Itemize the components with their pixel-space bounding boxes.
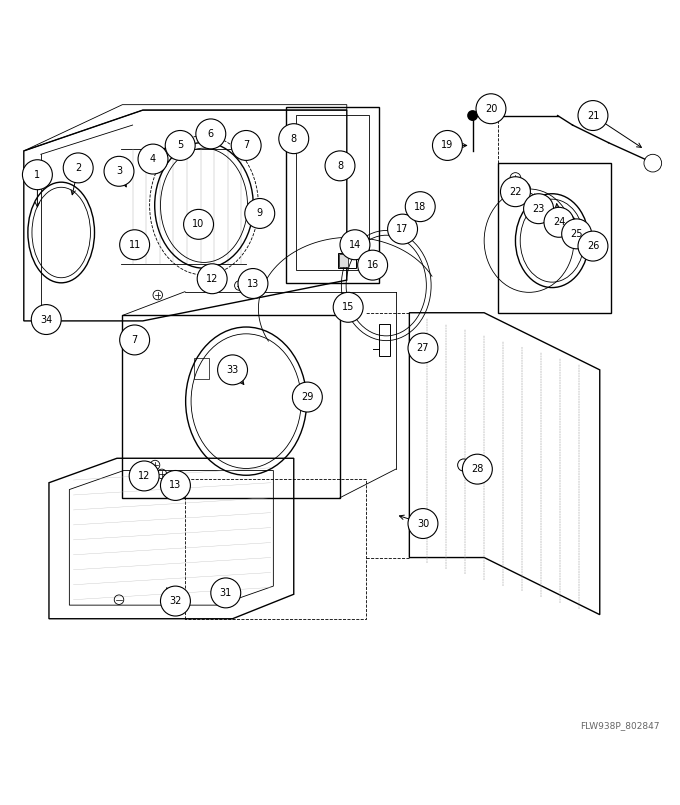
Circle shape bbox=[218, 355, 248, 385]
Text: 7: 7 bbox=[131, 335, 138, 345]
Text: 4: 4 bbox=[150, 154, 156, 164]
Text: FLW938P_802847: FLW938P_802847 bbox=[580, 721, 660, 730]
Text: 5: 5 bbox=[177, 140, 184, 151]
Text: 3: 3 bbox=[116, 167, 122, 176]
Circle shape bbox=[562, 219, 592, 249]
Circle shape bbox=[231, 130, 261, 160]
Text: 19: 19 bbox=[441, 140, 454, 151]
Circle shape bbox=[578, 231, 608, 261]
Text: 8: 8 bbox=[337, 161, 343, 171]
Text: 29: 29 bbox=[301, 392, 313, 402]
Text: 15: 15 bbox=[342, 303, 354, 312]
Text: 28: 28 bbox=[471, 464, 483, 474]
Circle shape bbox=[408, 333, 438, 363]
Text: 17: 17 bbox=[396, 224, 409, 234]
Circle shape bbox=[238, 269, 268, 299]
Text: 20: 20 bbox=[485, 104, 497, 114]
Circle shape bbox=[31, 304, 61, 335]
Circle shape bbox=[476, 93, 506, 124]
Text: 22: 22 bbox=[509, 187, 522, 196]
Circle shape bbox=[129, 461, 159, 491]
Circle shape bbox=[578, 101, 608, 130]
Text: 21: 21 bbox=[587, 110, 599, 121]
Text: 26: 26 bbox=[587, 242, 599, 251]
Circle shape bbox=[325, 151, 355, 181]
Circle shape bbox=[160, 470, 190, 501]
Text: 1: 1 bbox=[34, 170, 41, 180]
Circle shape bbox=[524, 194, 554, 224]
Circle shape bbox=[196, 119, 226, 149]
Text: 2: 2 bbox=[75, 163, 82, 173]
Text: 31: 31 bbox=[220, 588, 232, 598]
Text: 32: 32 bbox=[169, 596, 182, 606]
Text: 11: 11 bbox=[129, 240, 141, 250]
Circle shape bbox=[467, 110, 478, 121]
Text: 18: 18 bbox=[414, 202, 426, 212]
Text: 6: 6 bbox=[207, 129, 214, 139]
Text: 13: 13 bbox=[247, 279, 259, 288]
Circle shape bbox=[184, 209, 214, 239]
Circle shape bbox=[120, 325, 150, 355]
Text: 24: 24 bbox=[553, 217, 565, 227]
Circle shape bbox=[138, 144, 168, 174]
Circle shape bbox=[211, 578, 241, 608]
Text: 8: 8 bbox=[290, 134, 297, 143]
Text: 16: 16 bbox=[367, 260, 379, 270]
Text: 30: 30 bbox=[417, 518, 429, 529]
Text: 12: 12 bbox=[138, 471, 150, 481]
Circle shape bbox=[544, 208, 574, 237]
Text: 9: 9 bbox=[256, 208, 263, 218]
Bar bbox=[339, 254, 348, 266]
Text: 7: 7 bbox=[243, 140, 250, 151]
Text: 14: 14 bbox=[349, 240, 361, 250]
Text: 33: 33 bbox=[226, 365, 239, 375]
Circle shape bbox=[500, 177, 530, 207]
Text: 23: 23 bbox=[532, 204, 545, 213]
Circle shape bbox=[408, 509, 438, 539]
Bar bbox=[338, 253, 356, 268]
Circle shape bbox=[165, 130, 195, 160]
Text: 27: 27 bbox=[417, 343, 429, 353]
Circle shape bbox=[405, 192, 435, 221]
Text: 12: 12 bbox=[206, 274, 218, 283]
Circle shape bbox=[292, 382, 322, 412]
Bar bbox=[194, 358, 209, 378]
Circle shape bbox=[120, 229, 150, 260]
Bar bbox=[296, 115, 369, 270]
Text: 34: 34 bbox=[40, 315, 52, 324]
Circle shape bbox=[432, 130, 462, 160]
Circle shape bbox=[388, 214, 418, 244]
Circle shape bbox=[279, 124, 309, 154]
Circle shape bbox=[358, 250, 388, 280]
Circle shape bbox=[104, 156, 134, 186]
Text: 10: 10 bbox=[192, 219, 205, 229]
Circle shape bbox=[197, 264, 227, 294]
Bar bbox=[379, 324, 390, 357]
Circle shape bbox=[462, 454, 492, 484]
Circle shape bbox=[333, 292, 363, 322]
Circle shape bbox=[22, 159, 52, 190]
Text: 25: 25 bbox=[571, 229, 583, 239]
Circle shape bbox=[245, 199, 275, 229]
Circle shape bbox=[340, 229, 370, 260]
Circle shape bbox=[63, 153, 93, 183]
Text: 13: 13 bbox=[169, 481, 182, 490]
Circle shape bbox=[160, 586, 190, 616]
